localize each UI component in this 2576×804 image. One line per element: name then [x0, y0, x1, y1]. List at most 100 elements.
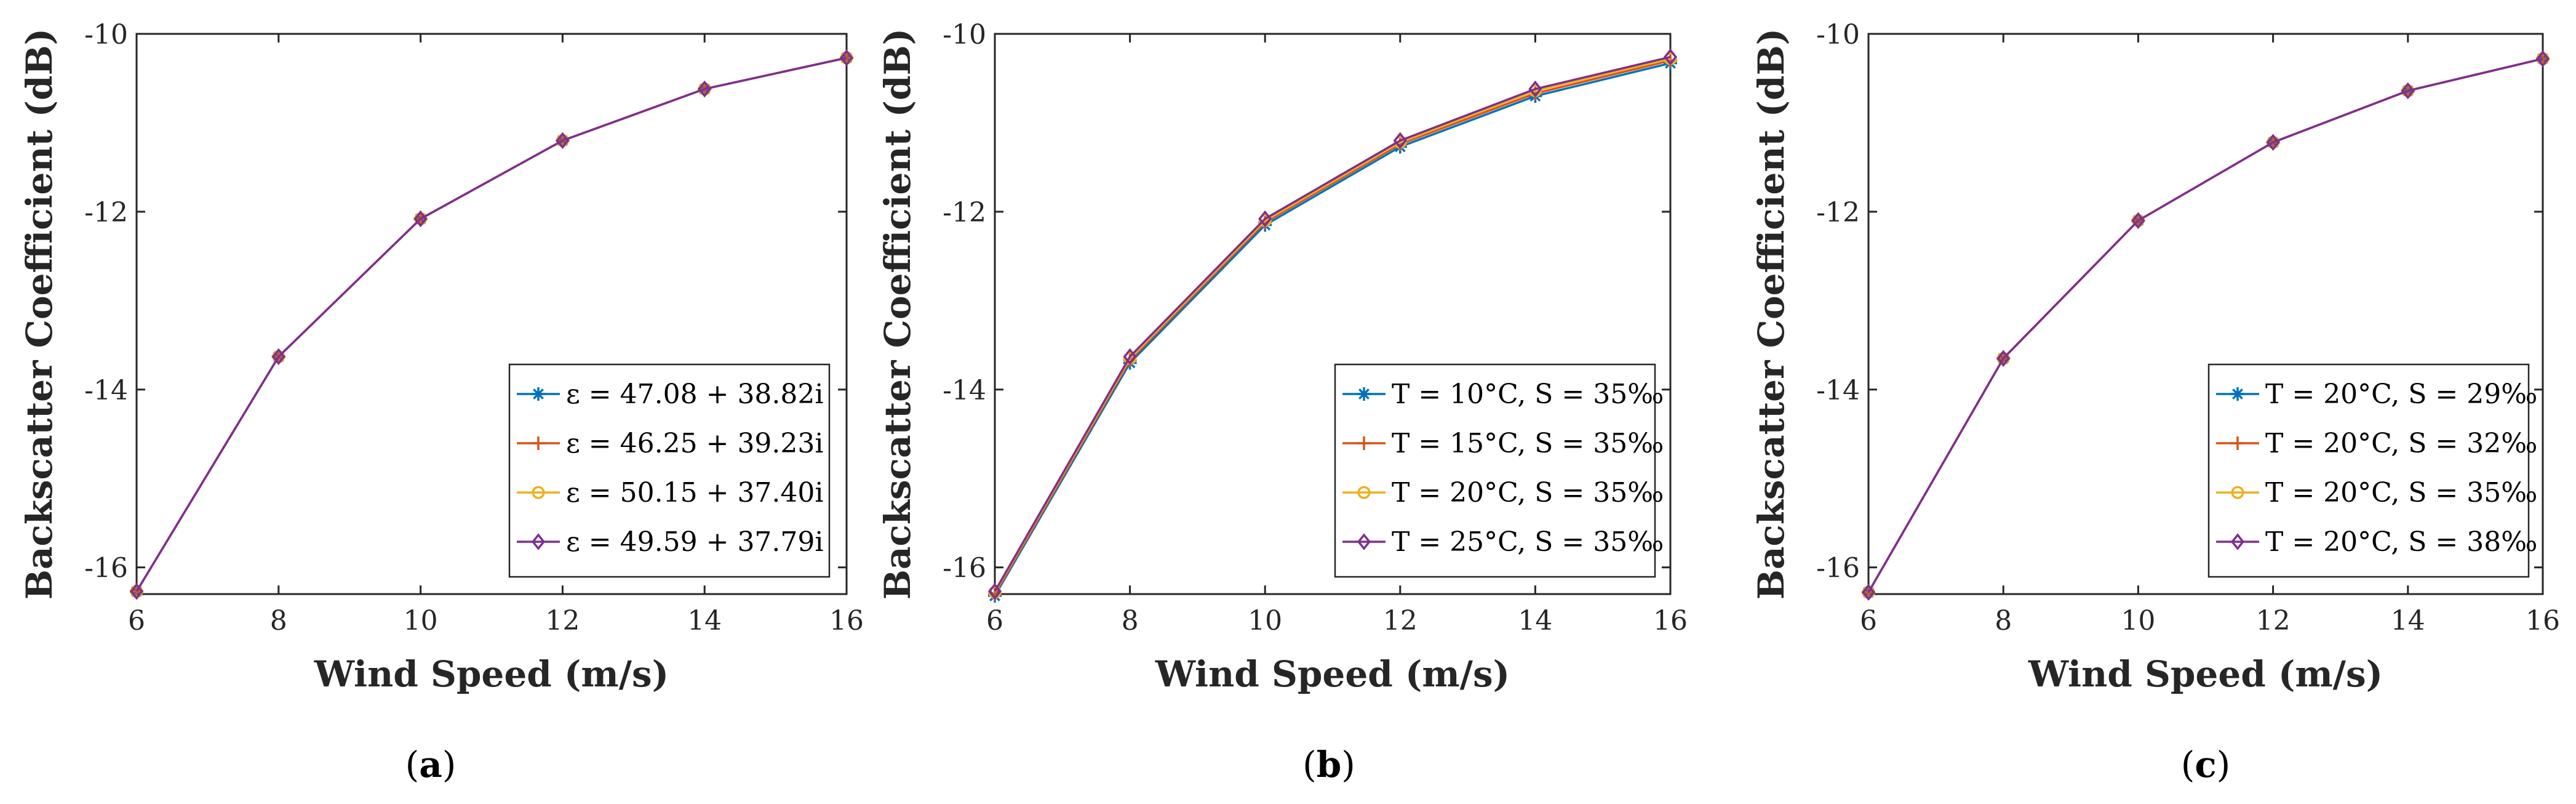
legend-marker-2: [1357, 436, 1371, 450]
legend-entry-1: T = 20°C, S = 29‰: [2265, 379, 2537, 410]
x-tick-label: 6: [1860, 605, 1877, 637]
y-tick-label: -10: [84, 19, 128, 50]
legend: ε = 47.08 + 38.82i ε = 46.25 + 39.23i ε = …: [508, 363, 831, 578]
legend-box: [2207, 363, 2530, 578]
data-point-4: [2401, 82, 2415, 100]
y-tick-label: -14: [1816, 375, 1860, 406]
series-line-4: [135, 57, 847, 592]
data-point-4: [271, 348, 285, 366]
legend-marker-1: [532, 387, 545, 401]
legend-entry-2: ε = 46.25 + 39.23i: [566, 428, 823, 459]
chart-panel-a: 6 8 10 12 14 16 -16 -14 -12 -10 Wind Speed (m/s) Ba…: [18, 19, 864, 786]
series-line-1: [994, 62, 1671, 597]
legend-box: [508, 363, 831, 578]
legend-entry-2: T = 20°C, S = 32‰: [2265, 428, 2537, 459]
data-point-4: [987, 582, 1002, 600]
series-line-4: [994, 55, 1671, 592]
x-tick-label: 10: [2121, 605, 2155, 637]
x-tick-label: 12: [1383, 605, 1418, 637]
data-point-4: [413, 210, 428, 228]
x-axis-label: Wind Speed (m/s): [314, 653, 669, 695]
y-tick-label: -14: [943, 375, 986, 406]
legend-marker-4: [2230, 533, 2245, 550]
x-tick-label: 14: [2391, 605, 2425, 637]
legend-entry-2: T = 15°C, S = 35‰: [1392, 428, 1664, 459]
caption-paren-close: ): [442, 744, 457, 786]
panel-caption: (c): [2181, 744, 2231, 786]
legend-marker-3: [532, 486, 545, 499]
y-tick-label: -12: [943, 197, 986, 228]
data-point-4: [129, 582, 144, 600]
legend: T = 10°C, S = 35‰ T = 15°C, S = 35‰ T = 20…: [1334, 363, 1664, 578]
legend-marker-1: [1357, 387, 1371, 401]
legend-marker-1: [2231, 387, 2244, 401]
y-tick-label: -16: [84, 553, 128, 584]
x-tick-label: 16: [1653, 605, 1688, 637]
x-tick-label: 14: [1518, 605, 1552, 637]
data-point-4: [1996, 350, 2011, 368]
y-tick-label: -10: [943, 19, 986, 50]
x-tick-label: 16: [829, 605, 864, 637]
x-tick-label: 8: [1995, 605, 2012, 637]
x-tick-label: 10: [404, 605, 438, 637]
x-tick-label: 14: [687, 605, 722, 637]
data-point-4: [556, 132, 570, 150]
data-point-4: [1663, 48, 1678, 66]
data-point-4: [1123, 348, 1137, 366]
y-tick-label: -14: [84, 375, 128, 406]
x-axis-label: Wind Speed (m/s): [1155, 653, 1510, 695]
legend-entry-1: T = 10°C, S = 35‰: [1392, 379, 1664, 410]
caption-paren-open: (: [1302, 744, 1317, 786]
y-axis-label: Backscatter Coefficient (dB): [877, 28, 919, 600]
caption-paren-open: (: [2181, 744, 2195, 786]
legend-entry-1: ε = 47.08 + 38.82i: [566, 379, 823, 410]
panel-caption: (b): [1302, 744, 1355, 786]
data-point-4: [2535, 50, 2550, 68]
x-tick-label: 6: [128, 605, 145, 637]
legend-marker-3: [1357, 486, 1371, 499]
y-tick-label: -16: [1816, 553, 1860, 584]
series-line-4: [1867, 57, 2543, 593]
legend-entry-4: T = 20°C, S = 38‰: [2265, 526, 2537, 558]
y-axis-label: Backscatter Coefficient (dB): [1750, 28, 1792, 600]
chart-panel-b: 6 8 10 12 14 16 -16 -14 -12 -10 Wind Speed (m/s) Ba…: [877, 19, 1688, 786]
legend-marker-2: [532, 436, 545, 450]
data-point-4: [2266, 134, 2280, 151]
chart-panel-c: 6 8 10 12 14 16 -16 -14 -12 -10 Wind Speed (m/s) Ba…: [1750, 19, 2560, 786]
x-tick-label: 16: [2526, 605, 2560, 637]
y-axis-label: Backscatter Coefficient (dB): [18, 28, 60, 600]
caption-letter: b: [1317, 744, 1342, 786]
y-tick-label: -10: [1816, 19, 1860, 50]
legend-box: [1334, 363, 1656, 578]
legend-entry-4: T = 25°C, S = 35‰: [1392, 526, 1664, 558]
y-tick-label: -12: [1816, 197, 1860, 228]
legend-entry-3: T = 20°C, S = 35‰: [2265, 477, 2537, 509]
x-tick-label: 10: [1248, 605, 1282, 637]
x-tick-label: 6: [986, 605, 1003, 637]
legend-marker-2: [2231, 436, 2244, 450]
data-point-4: [1528, 80, 1542, 98]
legend-marker-4: [1357, 533, 1371, 550]
legend-entry-3: ε = 50.15 + 37.40i: [566, 477, 823, 509]
x-axis-label: Wind Speed (m/s): [2028, 653, 2383, 695]
x-tick-label: 12: [545, 605, 580, 637]
legend-entry-3: T = 20°C, S = 35‰: [1392, 477, 1664, 509]
caption-paren-close: ): [1341, 744, 1355, 786]
data-point-4: [1393, 132, 1407, 150]
y-tick-label: -16: [943, 553, 986, 584]
data-point-4: [1861, 584, 1876, 601]
x-tick-label: 8: [1122, 605, 1139, 637]
data-point-4: [2131, 212, 2145, 230]
legend: T = 20°C, S = 29‰ T = 20°C, S = 32‰ T = 20…: [2207, 363, 2537, 578]
legend-entry-4: ε = 49.59 + 37.79i: [566, 526, 823, 558]
panel-caption: (a): [405, 744, 457, 786]
x-tick-label: 12: [2256, 605, 2291, 637]
legend-marker-4: [531, 533, 546, 550]
x-tick-label: 8: [270, 605, 287, 637]
legend-marker-3: [2231, 486, 2244, 499]
data-point-4: [839, 49, 854, 66]
caption-letter: a: [419, 744, 442, 786]
data-point-4: [698, 80, 712, 98]
data-point-4: [1258, 210, 1272, 228]
